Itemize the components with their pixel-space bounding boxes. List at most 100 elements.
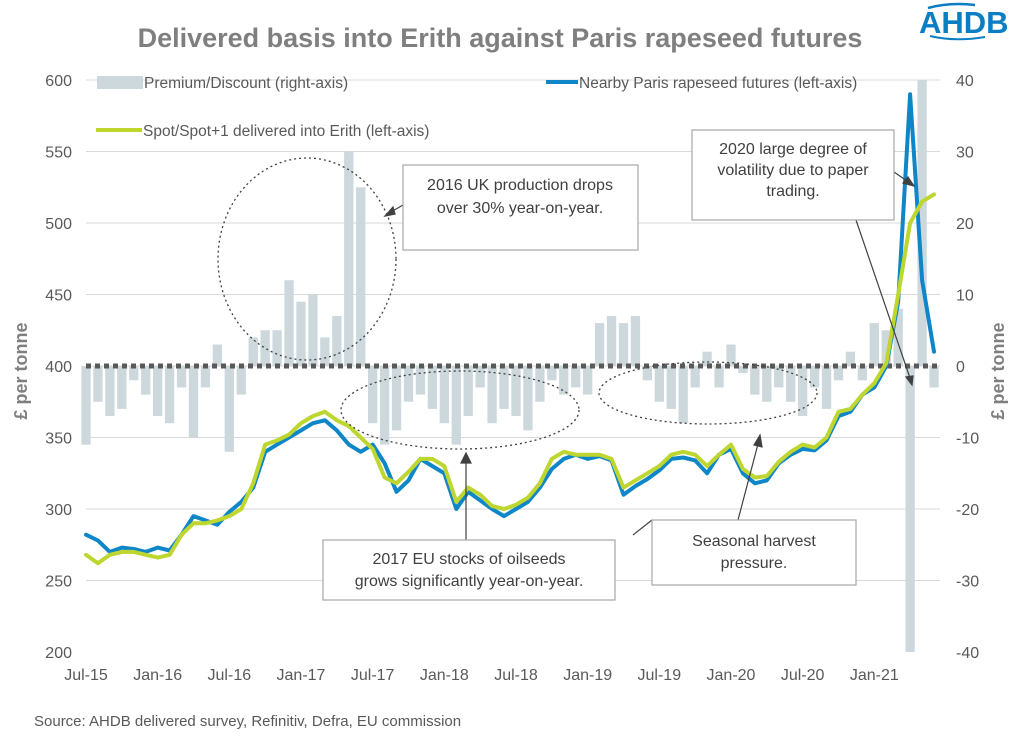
premium-discount-bar: [642, 366, 653, 381]
arrowhead-2016: [383, 205, 396, 217]
premium-discount-bar: [833, 366, 844, 381]
premium-discount-bar: [917, 80, 927, 366]
premium-discount-bar: [559, 366, 569, 395]
premium-discount-bar: [403, 366, 414, 402]
annotation-arrows: [383, 171, 916, 540]
premium-discount-bar: [774, 366, 784, 388]
premium-discount-bar: [845, 351, 856, 366]
premium-discount-bar: [511, 366, 521, 417]
premium-discount-bar: [200, 366, 211, 388]
premium-discount-bar: [905, 366, 915, 652]
annotation-2017-line-1: 2017 EU stocks of oilseeds: [373, 551, 566, 568]
series-line-delivered: [84, 192, 936, 566]
right-axis-tick-label: -10: [956, 431, 979, 448]
annotation-2020-line-1: 2020 large degree of: [719, 141, 867, 158]
x-axis-tick-label: Jan-18: [420, 667, 469, 684]
premium-discount-bar: [164, 366, 175, 424]
ellipse-seasonal-harvest: [598, 361, 818, 425]
premium-discount-bar: [117, 366, 127, 409]
arrowhead-2020-a: [901, 175, 916, 188]
x-axis-tick-label: Jan-17: [277, 667, 326, 684]
chart-title: Delivered basis into Erith against Paris…: [138, 23, 863, 53]
premium-discount-bar: [881, 330, 891, 366]
annotation-box-2016: [402, 164, 639, 251]
premium-discount-bar: [451, 366, 461, 445]
annotation-harvest: Seasonal harvest pressure.: [651, 519, 857, 586]
right-axis-label: £ per tonne: [988, 322, 1008, 419]
annotation-2020: 2020 large degree of volatility due to p…: [691, 129, 895, 221]
left-axis-tick-label: 500: [45, 216, 72, 233]
right-axis-tick-label: 30: [956, 145, 974, 162]
premium-discount-bar: [272, 330, 282, 366]
premium-discount-bar: [666, 366, 676, 409]
left-axis-label: £ per tonne: [11, 322, 31, 419]
right-axis-tick-label: 40: [956, 73, 974, 90]
premium-discount-bar: [762, 366, 772, 402]
legend-premium: Premium/Discount (right-axis): [144, 75, 348, 92]
right-axis-ticks: -40 -30 -20 -10 0 10 20 30 40: [956, 73, 979, 662]
premium-discount-bar: [797, 366, 808, 417]
premium-discount-bar: [714, 366, 724, 388]
ellipse-2016-production: [217, 157, 397, 361]
source-note: Source: AHDB delivered survey, Refinitiv…: [34, 713, 461, 730]
right-axis-tick-label: 20: [956, 216, 974, 233]
highlight-ellipses: [217, 157, 818, 450]
left-axis-tick-label: 200: [45, 645, 72, 662]
left-axis-tick-label: 250: [45, 574, 72, 591]
x-axis-tick-label: Jul-18: [494, 667, 538, 684]
premium-discount-bar: [129, 366, 139, 381]
premium-discount-bar: [487, 366, 497, 424]
premium-discount-bar: [702, 351, 712, 366]
premium-discount-bar: [535, 366, 545, 402]
left-axis-tick-label: 350: [45, 431, 72, 448]
right-axis-tick-label: -30: [956, 574, 979, 591]
premium-discount-bar: [618, 323, 629, 366]
legend-swatch-premium: [97, 76, 143, 89]
premium-discount-bar: [260, 330, 270, 366]
premium-discount-bar: [284, 280, 294, 366]
logo-text: AHDB: [919, 5, 1009, 40]
legend-delivered: Spot/Spot+1 delivered into Erith (left-a…: [143, 123, 429, 140]
premium-discount-bar: [582, 366, 593, 395]
annotation-box-2017: [322, 539, 616, 601]
premium-discount-bar: [786, 366, 796, 402]
x-axis-ticks: Jul-15 Jan-16 Jul-16 Jan-17 Jul-17 Jan-18 Jul-…: [64, 667, 899, 684]
premium-discount-bar: [81, 366, 91, 445]
right-axis-tick-label: 0: [956, 359, 965, 376]
annotation-box-harvest: [651, 519, 857, 586]
premium-discount-bar: [224, 366, 234, 452]
ellipse-2017-eu-stocks: [340, 370, 580, 450]
premium-discount-bar: [893, 308, 903, 366]
x-axis-tick-label: Jan-19: [563, 667, 612, 684]
left-axis-tick-label: 300: [45, 502, 72, 519]
left-axis-tick-label: 400: [45, 359, 72, 376]
premium-discount-bar: [367, 366, 378, 424]
premium-discount-bar: [726, 344, 736, 366]
logo-swoosh-accent: [929, 35, 986, 41]
x-axis-tick-label: Jan-21: [850, 667, 899, 684]
x-axis-tick-label: Jul-16: [208, 667, 252, 684]
premium-discount-bar: [499, 366, 509, 409]
left-axis-tick-label: 550: [45, 145, 72, 162]
left-axis-ticks: 200 250 300 350 400 450 500 550 600: [45, 73, 72, 662]
premium-discount-bar: [188, 366, 199, 438]
arrow-harvest-1: [737, 443, 759, 521]
arrow-2020-a: [893, 171, 908, 182]
premium-discount-bar: [929, 366, 939, 388]
premium-discount-bar: [690, 366, 700, 388]
series-line-futures: [84, 92, 936, 554]
right-axis-tick-label: -40: [956, 645, 979, 662]
left-axis-tick-label: 600: [45, 73, 72, 90]
premium-discount-bar: [630, 315, 641, 366]
premium-discount-bar: [415, 366, 426, 395]
premium-discount-bar: [379, 366, 390, 445]
premium-discount-bar: [93, 366, 103, 402]
premium-discount-bar: [821, 366, 832, 409]
right-axis-tick-label: 10: [956, 288, 974, 305]
x-axis-tick-label: Jul-20: [781, 667, 825, 684]
annotation-2016-line-2: over 30% year-on-year.: [437, 200, 603, 217]
premium-discount-bar: [296, 301, 306, 366]
annotation-2020-line-3: trading.: [766, 183, 819, 200]
premium-discount-bar: [212, 344, 223, 366]
